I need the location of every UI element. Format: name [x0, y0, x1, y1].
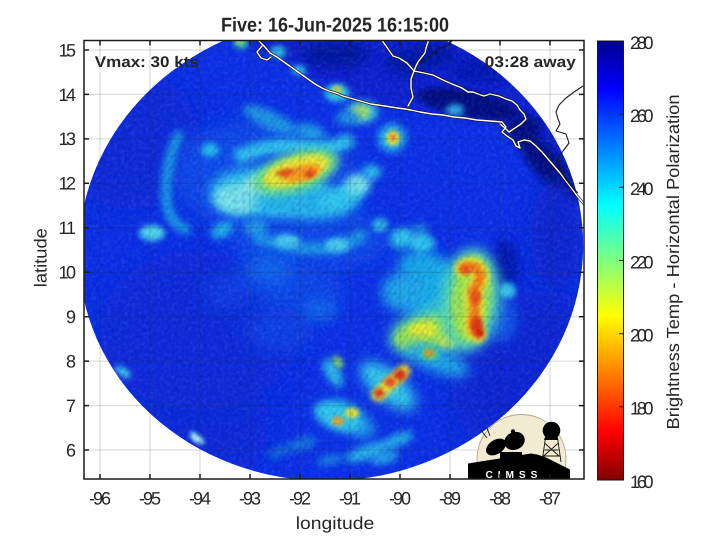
svg-text:15: 15: [59, 40, 77, 60]
svg-text:180: 180: [630, 399, 654, 419]
svg-text:-87: -87: [539, 489, 561, 509]
svg-text:-90: -90: [389, 489, 411, 509]
svg-text:CIMSS: CIMSS: [486, 470, 543, 481]
svg-text:10: 10: [59, 263, 77, 283]
svg-text:13: 13: [59, 129, 77, 149]
svg-text:7: 7: [66, 396, 76, 416]
svg-text:-95: -95: [139, 489, 161, 509]
svg-text:11: 11: [59, 218, 77, 238]
svg-text:-92: -92: [289, 489, 311, 509]
svg-text:latitude: latitude: [30, 228, 50, 287]
svg-text:Vmax: 30 kts: Vmax: 30 kts: [95, 54, 199, 71]
svg-text:160: 160: [630, 472, 654, 492]
svg-text:240: 240: [630, 179, 654, 199]
svg-text:-91: -91: [339, 489, 361, 509]
svg-text:260: 260: [630, 106, 654, 126]
svg-text:200: 200: [630, 326, 654, 346]
svg-text:12: 12: [59, 174, 77, 194]
svg-text:longitude: longitude: [296, 513, 375, 533]
svg-text:6: 6: [66, 440, 76, 460]
svg-text:Five: 16-Jun-2025 16:15:00: Five: 16-Jun-2025 16:15:00: [221, 15, 449, 37]
svg-text:-88: -88: [489, 489, 511, 509]
svg-text:-96: -96: [89, 489, 111, 509]
svg-text:8: 8: [66, 352, 76, 372]
svg-text:-94: -94: [189, 489, 211, 509]
svg-text:14: 14: [59, 85, 77, 105]
svg-text:Brightness Temp - Horizontal P: Brightness Temp - Horizontal Polarizatio…: [663, 95, 683, 430]
svg-text:-89: -89: [439, 489, 461, 509]
svg-text:03:28 away: 03:28 away: [485, 54, 576, 71]
svg-text:9: 9: [66, 307, 76, 327]
svg-text:-93: -93: [239, 489, 261, 509]
svg-text:280: 280: [630, 33, 654, 53]
svg-text:220: 220: [630, 252, 654, 272]
